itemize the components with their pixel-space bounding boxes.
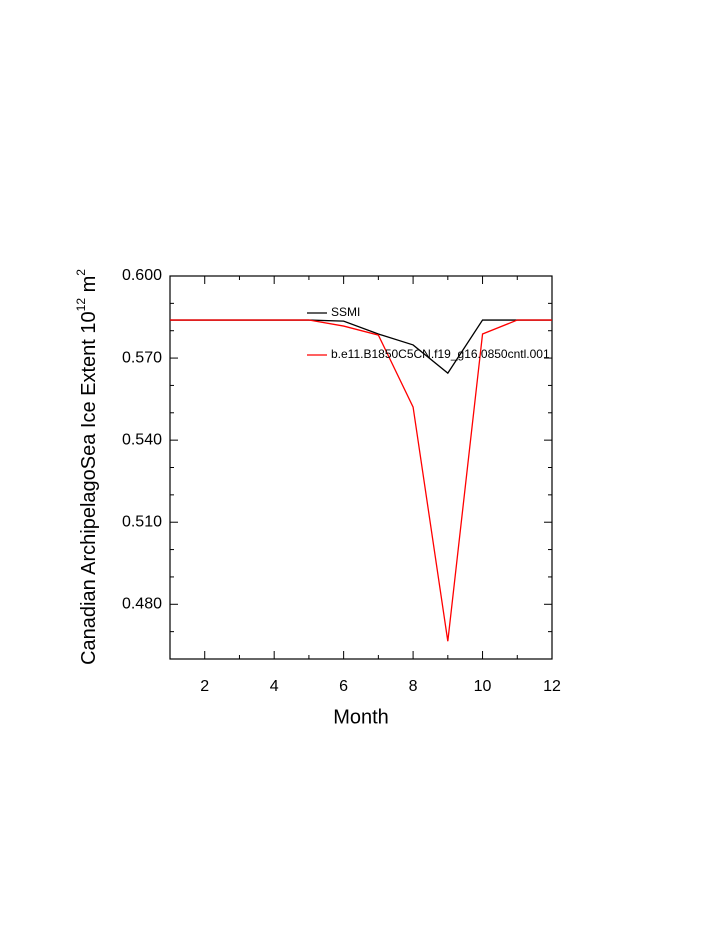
x-tick-label: 8 [409,678,418,695]
x-tick-label: 12 [543,678,561,695]
y-tick-label: 0.540 [122,431,162,448]
y-tick-label: 0.600 [122,267,162,284]
x-tick-label: 6 [339,678,348,695]
x-tick-label: 10 [474,678,492,695]
y-tick-label: 0.570 [122,349,162,366]
plot-frame [169,275,553,660]
x-tick-label: 2 [200,678,209,695]
legend-label: b.e11.B1850C5CN.f19_g16.0850cntl.001 [331,347,550,361]
legend-label: SSMI [331,305,360,319]
y-tick-label: 0.510 [122,513,162,530]
x-axis-label: Month [333,706,389,728]
x-tick-label: 4 [270,678,279,695]
y-label-text: Canadian ArchipelagoSea Ice Extent 10 [78,311,100,665]
y-label-unit-exponent: 2 [74,269,88,276]
y-label-exponent: 12 [74,298,88,312]
y-tick-label: 0.480 [122,596,162,613]
y-label-unit: m [78,276,100,298]
series-line [170,319,552,642]
y-axis-label: Canadian ArchipelagoSea Ice Extent 1012 … [74,269,100,665]
